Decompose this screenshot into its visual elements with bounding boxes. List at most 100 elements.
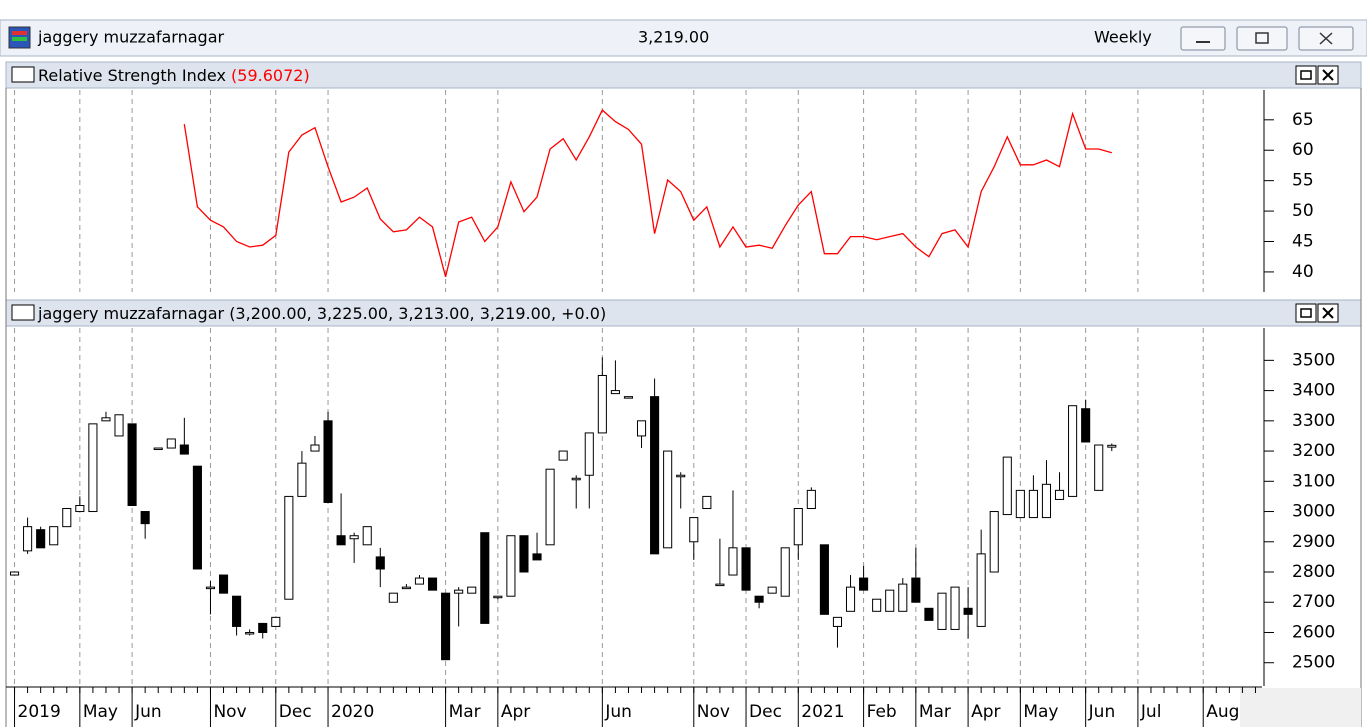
candle-body <box>702 495 712 510</box>
candle-body <box>963 607 973 615</box>
panel-title: jaggery muzzafarnagar (3,200.00, 3,225.0… <box>37 304 606 323</box>
candle-body <box>414 577 425 585</box>
candle-body <box>480 532 490 624</box>
x-tick-label: Jun <box>1088 702 1116 722</box>
x-tick-label: Nov <box>213 702 246 722</box>
candle-body <box>493 595 503 599</box>
candle-body <box>49 526 59 546</box>
candle-body <box>610 390 620 395</box>
price-values: (3,200.00, 3,225.00, 3,213.00, 3,219.00,… <box>229 304 606 323</box>
panel-icon <box>11 66 35 83</box>
candle-body <box>1015 489 1025 519</box>
candle-body <box>754 595 764 603</box>
panel-maximize[interactable] <box>1295 303 1317 323</box>
y-tick-label: 50 <box>1292 201 1314 221</box>
candle-body <box>36 529 46 549</box>
panel-title: Relative Strength Index (59.6072) <box>38 66 310 85</box>
candle-body <box>845 586 856 612</box>
candle-body <box>885 589 895 612</box>
y-tick-label: 2700 <box>1292 592 1335 612</box>
candle-body <box>258 622 268 633</box>
interval[interactable]: Weekly <box>1094 28 1152 47</box>
rsi-line <box>183 109 1112 277</box>
maximize-button[interactable] <box>1236 26 1288 51</box>
x-tick-label: Jun <box>134 702 162 722</box>
candle-body <box>715 583 725 587</box>
x-tick-label: Nov <box>697 702 730 722</box>
x-tick-label: Apr <box>971 702 1000 722</box>
candle-body <box>205 586 216 590</box>
last-price: 3,219.00 <box>638 28 709 47</box>
candle-body <box>245 631 255 635</box>
x-tick-label: 2021 <box>801 702 844 722</box>
price-title: jaggery muzzafarnagar <box>37 304 225 323</box>
candle-body <box>859 577 869 591</box>
app-icon-part <box>12 31 27 35</box>
candle-body <box>584 432 594 476</box>
x-tick-label: May <box>1023 702 1058 722</box>
candle-body <box>75 504 85 513</box>
candle-body <box>532 553 542 561</box>
candle-body <box>88 423 98 513</box>
panel-maximize-icon <box>1300 308 1312 318</box>
candle-body <box>623 396 634 399</box>
y-tick-label: 2600 <box>1292 622 1335 642</box>
candle-body <box>663 450 673 549</box>
candle-body <box>819 544 829 615</box>
candle-body <box>401 586 411 590</box>
y-tick-label: 45 <box>1292 232 1314 252</box>
candle-body <box>349 535 359 540</box>
candle-body <box>558 450 568 461</box>
minimize-button[interactable] <box>1180 26 1226 51</box>
panel-icon <box>11 304 35 321</box>
candle-body <box>597 374 607 434</box>
candle-body <box>636 420 647 437</box>
candle-body <box>127 423 137 506</box>
candle-body <box>140 511 150 525</box>
candle-body <box>872 598 882 612</box>
maximize-icon <box>1255 32 1269 44</box>
candle-body <box>1028 489 1038 519</box>
panel-maximize[interactable] <box>1295 65 1317 85</box>
y-tick-label: 40 <box>1292 262 1314 282</box>
y-tick-label: 3500 <box>1292 350 1335 370</box>
candle-body <box>271 616 281 627</box>
candle-body <box>571 477 581 481</box>
candle-body <box>297 462 307 497</box>
candle-body <box>9 571 20 576</box>
candle-body <box>153 447 163 451</box>
candle-body <box>519 535 529 573</box>
candle-body <box>336 535 346 546</box>
candle-body <box>375 556 385 570</box>
candle-body <box>806 489 816 510</box>
candle-body <box>179 444 189 455</box>
app-icon-part <box>12 37 27 41</box>
x-tick-label: Feb <box>867 702 897 722</box>
panel-close-icon <box>1322 69 1334 81</box>
candle-body <box>976 553 986 627</box>
candle-body <box>1041 483 1052 519</box>
candle-body <box>427 577 438 591</box>
candle-body <box>689 517 699 543</box>
candle-body <box>989 511 999 573</box>
candle-body <box>166 438 176 449</box>
rsi-value: (59.6072) <box>231 66 310 85</box>
candle-body <box>454 589 464 594</box>
panel-close-icon <box>1322 307 1334 319</box>
candle-body <box>1107 444 1117 448</box>
candle-body <box>1094 444 1104 491</box>
candle-body <box>101 417 111 422</box>
x-tick-label: Jul <box>1140 702 1162 722</box>
candle-body <box>911 577 921 603</box>
x-tick-label: 2020 <box>331 702 374 722</box>
x-tick-label: Mar <box>449 702 481 722</box>
y-tick-label: 3300 <box>1292 411 1335 431</box>
panel-maximize-icon <box>1300 70 1312 80</box>
y-tick-label: 65 <box>1292 110 1314 130</box>
candle-body <box>898 583 908 612</box>
candle-body <box>950 586 960 630</box>
x-tick-label: Aug <box>1206 702 1239 722</box>
y-tick-label: 2500 <box>1292 653 1335 673</box>
candle-body <box>924 607 934 621</box>
x-tick-label: Apr <box>501 702 530 722</box>
